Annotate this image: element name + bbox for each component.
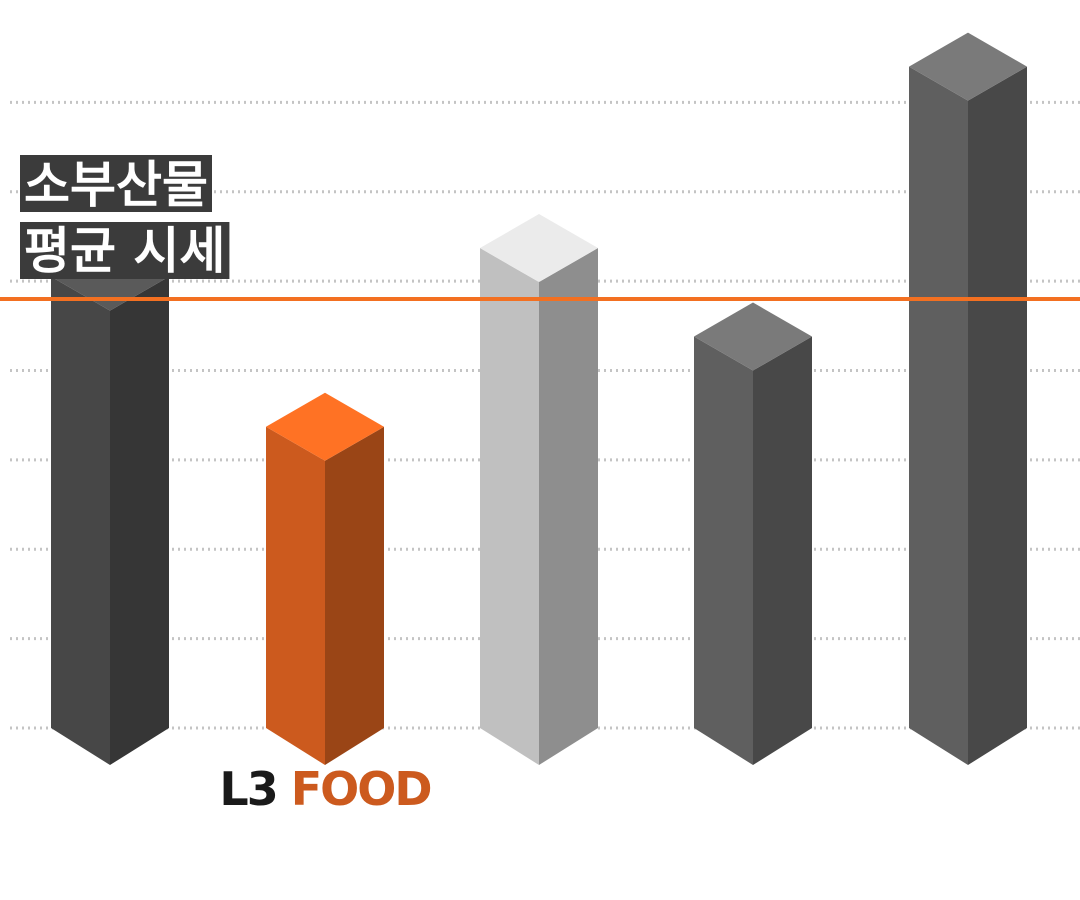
average-label-text: 소부산물 xyxy=(24,156,208,214)
bar-front xyxy=(480,248,539,765)
bar-side xyxy=(110,276,169,765)
bar-front xyxy=(266,426,325,765)
bar-side xyxy=(968,66,1027,765)
average-label: 평균 시세 xyxy=(20,222,230,280)
bar-front xyxy=(909,66,968,765)
bar xyxy=(266,392,384,765)
bar xyxy=(694,302,812,765)
bar-front xyxy=(694,336,753,765)
bar xyxy=(909,32,1027,765)
x-tick-label: L3 FOOD xyxy=(219,762,430,816)
average-label: 소부산물 xyxy=(20,155,212,214)
bar-side xyxy=(753,336,812,765)
average-label-text: 평균 시세 xyxy=(24,222,225,280)
bar-top xyxy=(909,32,1027,101)
label-background xyxy=(20,155,212,212)
bar-side xyxy=(539,248,598,765)
bar-top xyxy=(266,392,384,461)
label-background xyxy=(20,222,230,279)
bar-side xyxy=(325,426,384,765)
bar-front xyxy=(51,276,110,765)
bar-top xyxy=(694,302,812,371)
bar xyxy=(480,214,598,765)
bar xyxy=(51,242,169,765)
bar-top xyxy=(480,214,598,283)
